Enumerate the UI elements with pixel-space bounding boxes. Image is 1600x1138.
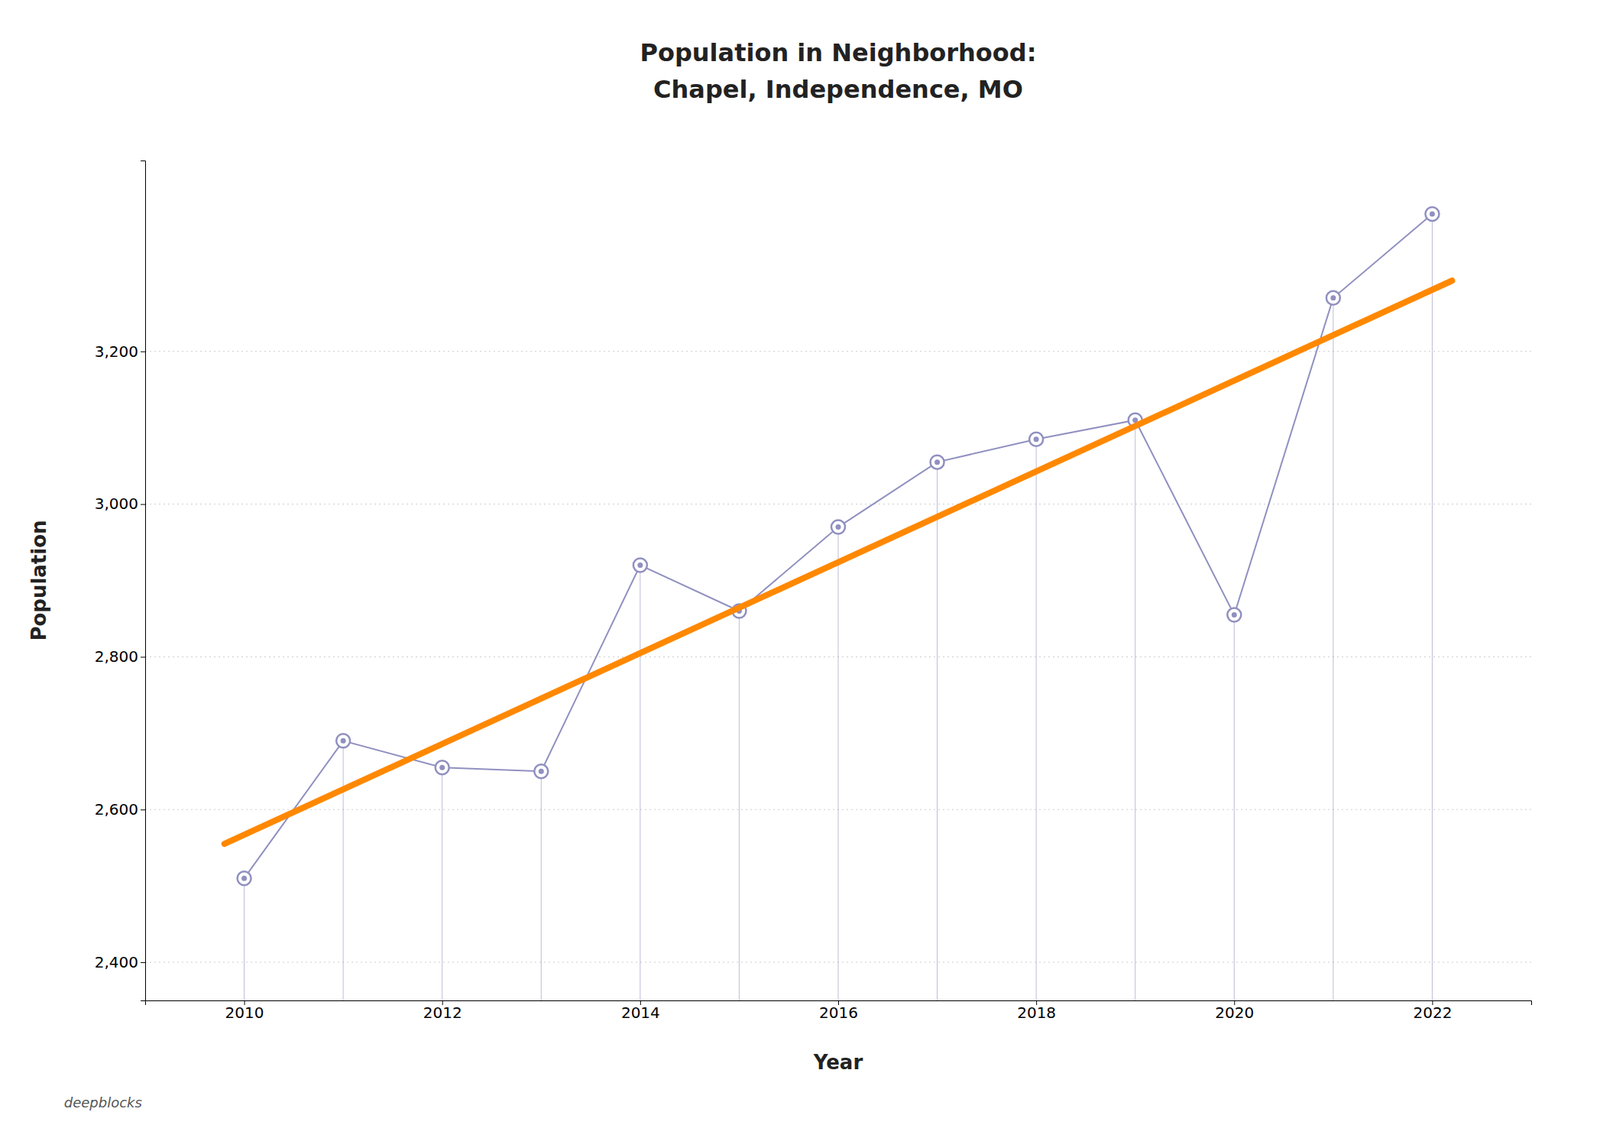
y-axis-title: Population — [27, 519, 51, 641]
marker — [1326, 291, 1341, 305]
marker — [237, 871, 252, 885]
title: Population in Neighborhood:Chapel, Indep… — [639, 38, 1037, 104]
plot-area: 20102012201420162018202020222,4002,6002,… — [94, 161, 1532, 1023]
tick: 2,600 — [94, 800, 146, 819]
tick: 3,200 — [94, 342, 146, 361]
tick-label: 2012 — [423, 1003, 463, 1022]
marker-dot — [1330, 294, 1336, 301]
tick-mark — [140, 961, 146, 963]
x-axis-title: Year — [812, 1050, 864, 1074]
stem — [441, 767, 443, 1001]
stem — [1431, 213, 1433, 1001]
tick-label: 2016 — [819, 1003, 859, 1022]
tick: 2020 — [1214, 1000, 1254, 1022]
trend-line — [224, 280, 1453, 844]
marker-dot — [1231, 612, 1238, 618]
stem — [738, 610, 740, 1001]
x-axis: 2010 2012 2014 2016 2018 2020 2022 — [145, 1000, 1532, 1022]
chart-svg: 20102012201420162018202020222,4002,6002,… — [0, 0, 1600, 1138]
stem — [1332, 297, 1334, 1001]
marker-dot — [1429, 210, 1435, 217]
tick: 2010 — [225, 1000, 265, 1022]
tick: 2016 — [819, 1000, 859, 1022]
tick: 2018 — [1017, 1000, 1056, 1022]
tick-label: 2018 — [1017, 1003, 1056, 1022]
tick-label: 3,000 — [94, 494, 139, 513]
line — [244, 213, 1433, 878]
stem — [243, 877, 245, 1001]
tick: 2022 — [1412, 1000, 1452, 1022]
marker — [831, 520, 846, 535]
marker-dot — [934, 459, 940, 465]
marker-dot — [241, 875, 247, 881]
tick-label: 2,400 — [94, 952, 139, 972]
tick: 2014 — [621, 1000, 661, 1022]
tick: 2,800 — [94, 647, 146, 666]
data-layer — [224, 207, 1453, 1001]
tick-mark — [140, 351, 146, 353]
stem — [1234, 614, 1235, 1001]
stem — [639, 565, 641, 1001]
grid-line — [145, 350, 1532, 352]
marker-dot — [340, 738, 347, 744]
marker-dot — [835, 524, 842, 530]
stem — [838, 527, 839, 1001]
axis-line — [140, 161, 146, 1001]
tick-label: 2010 — [225, 1003, 265, 1022]
marker — [435, 760, 450, 775]
marker — [534, 764, 548, 778]
tick: 2012 — [423, 1000, 463, 1022]
tick-label: 2,600 — [94, 800, 139, 819]
marker — [1425, 207, 1439, 221]
marker — [336, 733, 350, 748]
tick-label: 3,200 — [94, 342, 139, 361]
grid-line — [145, 503, 1532, 505]
tick-mark — [140, 656, 146, 658]
tick: 3,000 — [94, 494, 146, 513]
stem — [540, 770, 542, 1001]
stem — [1036, 439, 1037, 1001]
marker-dot — [1033, 436, 1040, 442]
tick-mark — [140, 504, 146, 506]
tick-label: 2,800 — [94, 647, 139, 666]
tick-label: 2014 — [621, 1003, 661, 1022]
marker — [633, 558, 648, 573]
series — [237, 207, 1440, 1001]
tick-label: 2020 — [1214, 1003, 1254, 1022]
tick-label: 2022 — [1412, 1003, 1452, 1022]
stem — [343, 740, 344, 1001]
series — [224, 280, 1453, 844]
tick-mark — [140, 809, 146, 810]
chart-container: 20102012201420162018202020222,4002,6002,… — [0, 0, 1600, 1138]
stem — [936, 462, 938, 1001]
annotation: deepblocks — [64, 1094, 143, 1111]
marker-dot — [538, 768, 545, 775]
y-axis: 2,400 2,600 2,800 3,000 3,200 — [94, 161, 146, 1001]
marker — [1227, 607, 1241, 622]
marker-dot — [439, 764, 445, 771]
marker — [930, 455, 945, 470]
marker — [1029, 432, 1043, 447]
tick: 2,400 — [94, 952, 146, 972]
stem — [1134, 420, 1136, 1001]
marker-dot — [637, 562, 643, 568]
